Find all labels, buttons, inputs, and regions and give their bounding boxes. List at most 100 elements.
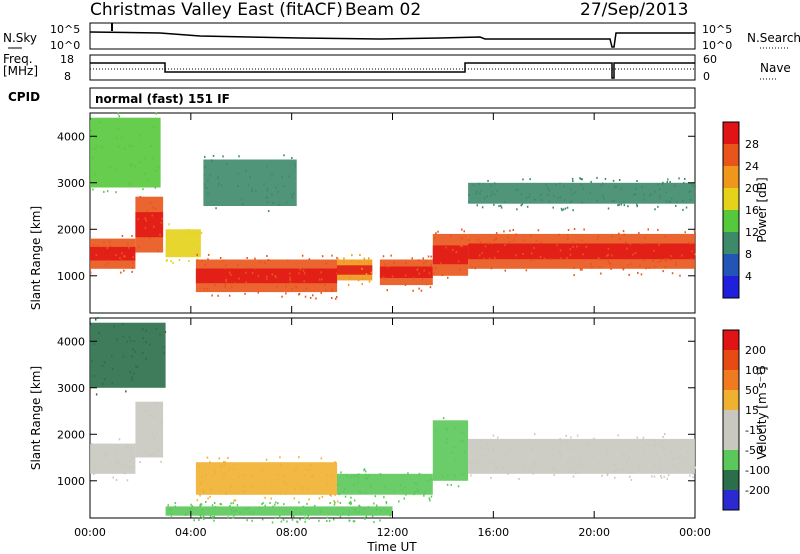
speckle (233, 468, 235, 471)
speckle (547, 187, 549, 190)
speckle (267, 259, 270, 261)
speckle (387, 510, 389, 513)
speckle (289, 276, 291, 279)
velocity-plot (90, 316, 696, 524)
speckle (501, 459, 503, 462)
speckle (159, 233, 161, 236)
speckle (331, 297, 333, 299)
speckle (471, 266, 473, 269)
speckle (339, 502, 342, 504)
speckle (567, 470, 570, 473)
speckle (168, 223, 170, 226)
y-tick-label: 4000 (57, 335, 85, 348)
speckle (269, 502, 271, 504)
speckle (530, 447, 533, 450)
speckle (219, 502, 221, 505)
speckle (127, 242, 129, 245)
speckle (250, 486, 252, 489)
speckle (442, 475, 445, 478)
speckle (614, 476, 616, 479)
speckle (224, 285, 226, 288)
speckle (196, 253, 198, 256)
speckle (284, 475, 286, 478)
speckle (374, 495, 377, 498)
speckle (630, 478, 633, 481)
speckle (187, 232, 189, 235)
speckle (516, 208, 518, 211)
speckle (473, 469, 475, 472)
speckle (600, 184, 602, 187)
speckle (572, 241, 574, 244)
speckle (583, 228, 585, 231)
speckle (294, 285, 297, 288)
speckle (364, 470, 367, 473)
speckle (251, 190, 253, 193)
x-axis-label: Time UT (366, 540, 417, 554)
speckle (209, 461, 211, 464)
speckle (128, 336, 131, 339)
speckle (355, 511, 357, 514)
speckle (628, 456, 631, 459)
speckle (451, 451, 453, 454)
power-colorbar-swatch (723, 144, 739, 166)
speckle (629, 475, 631, 478)
speckle (641, 458, 643, 460)
speckle (115, 191, 117, 194)
speckle (357, 476, 360, 479)
speckle (326, 482, 329, 485)
speckle (494, 182, 496, 185)
speckle (308, 517, 311, 520)
speckle (117, 127, 120, 130)
speckle (430, 478, 432, 481)
speckle (559, 438, 561, 441)
speckle (133, 339, 136, 342)
speckle (525, 269, 528, 272)
speckle (500, 206, 503, 209)
speckle (266, 195, 268, 198)
speckle (593, 447, 596, 450)
speckle (213, 519, 215, 522)
speckle (181, 246, 184, 249)
speckle (266, 165, 268, 168)
speckle (302, 505, 305, 508)
speckle (626, 462, 628, 465)
freq-unit-label: [MHz] (3, 64, 38, 78)
speckle (122, 335, 125, 338)
power-band-8 (90, 117, 161, 188)
speckle (333, 500, 335, 502)
speckle (249, 176, 251, 179)
speckle (113, 325, 115, 328)
speckle (325, 262, 327, 265)
speckle (149, 237, 151, 240)
speckle (579, 268, 582, 271)
speckle (385, 501, 388, 503)
speckle (93, 343, 95, 346)
speckle (230, 285, 233, 288)
speckle (204, 263, 206, 266)
speckle (148, 343, 151, 346)
speckle (309, 296, 312, 299)
speckle (191, 505, 194, 508)
speckle (471, 462, 473, 465)
speckle (333, 503, 336, 506)
y-tick-label: 1000 (57, 270, 85, 283)
speckle (325, 289, 327, 292)
speckle (653, 475, 656, 478)
speckle (533, 463, 536, 466)
speckle (430, 255, 432, 258)
speckle (616, 469, 618, 472)
speckle (430, 495, 433, 498)
speckle (573, 267, 575, 269)
speckle (626, 247, 628, 250)
speckle (192, 234, 194, 237)
cpid-label: CPID (8, 90, 40, 104)
speckle (592, 456, 594, 459)
power-core-4 (337, 265, 373, 275)
speckle (225, 492, 227, 495)
speckle (367, 262, 370, 265)
speckle (570, 469, 572, 471)
speckle (502, 467, 505, 470)
power-colorbar-swatch (723, 276, 739, 298)
speckle (225, 278, 227, 281)
speckle (500, 452, 502, 455)
